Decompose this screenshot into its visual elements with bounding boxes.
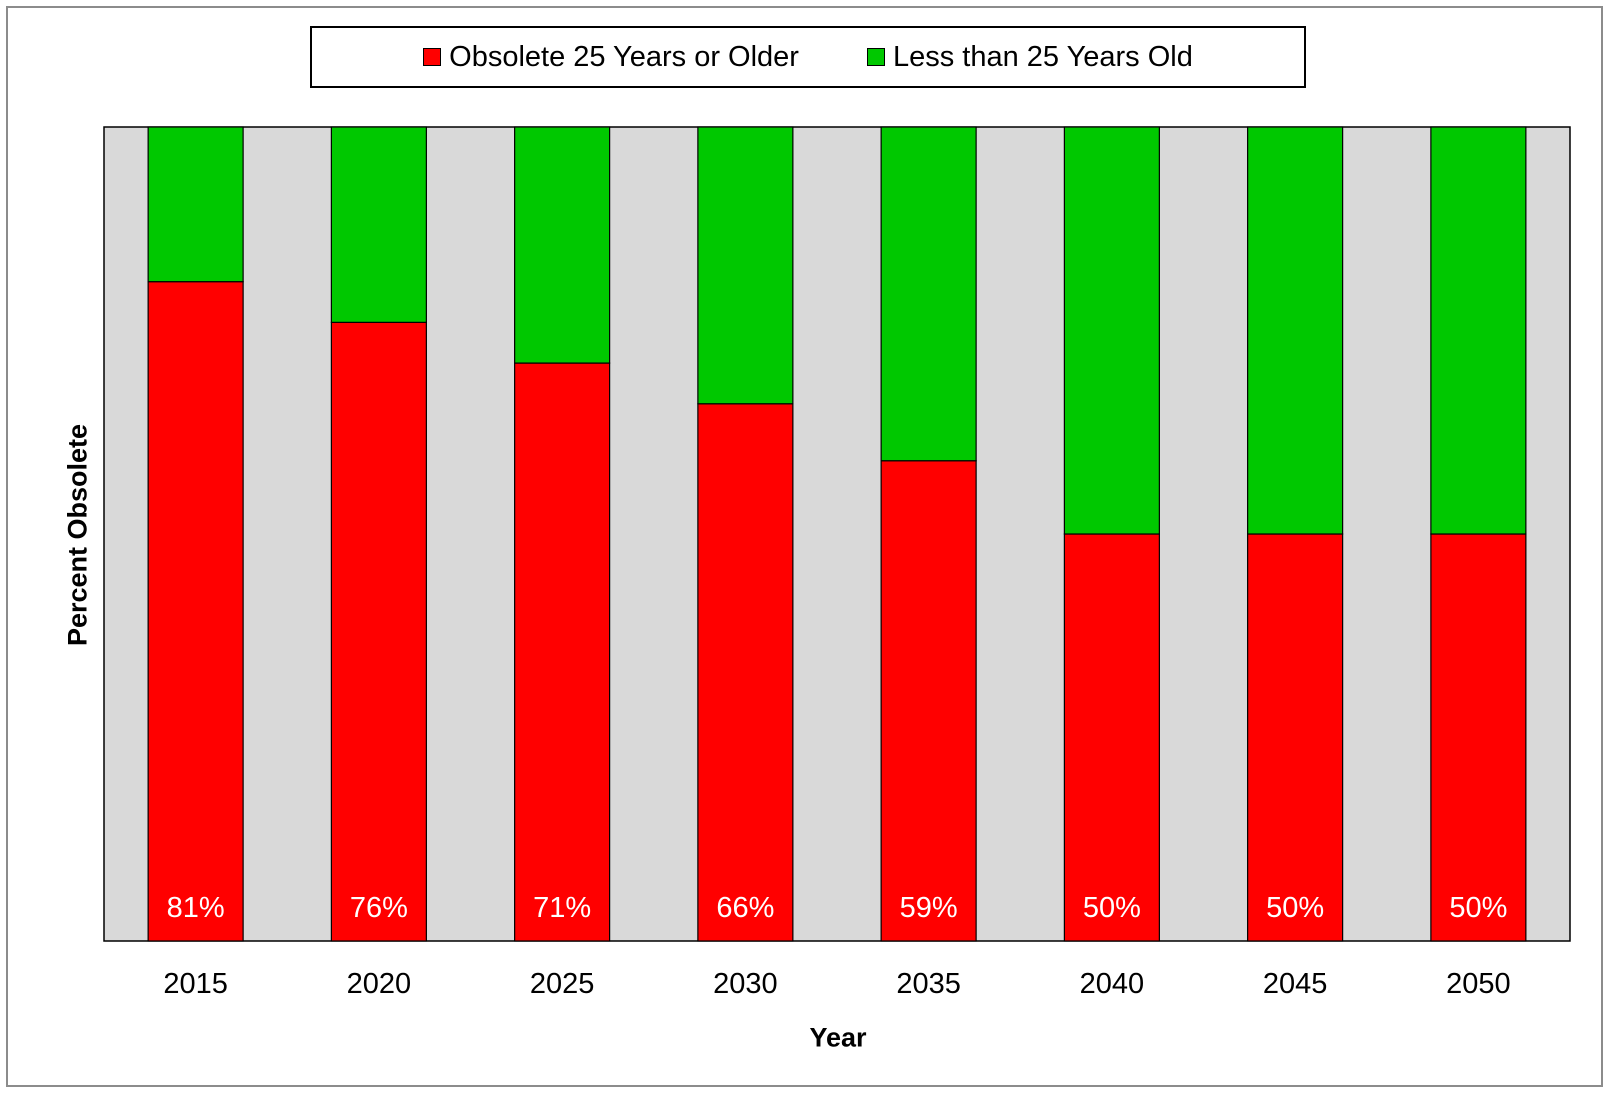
bar-newer-2045 [1247,126,1344,535]
bar-obsolete-2040 [1063,533,1160,942]
legend-item-newer: Less than 25 Years Old [866,40,1193,74]
legend-item-obsolete: Obsolete 25 Years or Older [423,41,799,74]
bar-obsolete-2025 [514,362,611,942]
bar-obsolete-2035 [880,460,977,942]
x-tick-label-2020: 2020 [347,968,412,1000]
x-tick-label-2050: 2050 [1446,968,1511,1000]
bar-newer-2050 [1430,126,1527,535]
data-label-2020: 76% [350,892,408,924]
x-tick-label-2015: 2015 [163,968,228,1000]
data-label-2050: 50% [1449,892,1507,924]
bar-newer-2035 [880,126,977,462]
legend: Obsolete 25 Years or Older Less than 25 … [310,26,1306,88]
legend-swatch-obsolete [423,48,442,66]
bar-newer-2030 [697,126,794,405]
x-axis-label: Year [809,1022,867,1053]
x-tick-label-2030: 2030 [713,968,778,1000]
data-label-2035: 59% [900,892,958,924]
data-label-2025: 71% [533,892,591,924]
x-tick-label-2035: 2035 [896,968,961,1000]
x-tick-label-2025: 2025 [530,968,595,1000]
bar-newer-2025 [514,126,611,364]
legend-label-newer: Less than 25 Years Old [892,40,1193,73]
legend-swatch-newer [866,48,885,66]
bar-newer-2015 [147,126,244,283]
bar-obsolete-2045 [1247,533,1344,942]
bar-obsolete-2020 [330,321,427,942]
x-tick-label-2045: 2045 [1263,968,1328,1000]
data-label-2040: 50% [1083,892,1141,924]
bar-obsolete-2015 [147,281,244,942]
bar-obsolete-2030 [697,403,794,942]
bar-newer-2020 [330,126,427,323]
plot-area [103,126,1571,942]
data-label-2015: 81% [167,892,225,924]
data-label-2030: 66% [716,892,774,924]
bar-obsolete-2050 [1430,533,1527,942]
legend-label-obsolete: Obsolete 25 Years or Older [449,40,799,73]
data-label-2045: 50% [1266,892,1324,924]
x-tick-label-2040: 2040 [1080,968,1145,1000]
bar-newer-2040 [1063,126,1160,535]
y-axis-label: Percent Obsolete [62,423,93,647]
